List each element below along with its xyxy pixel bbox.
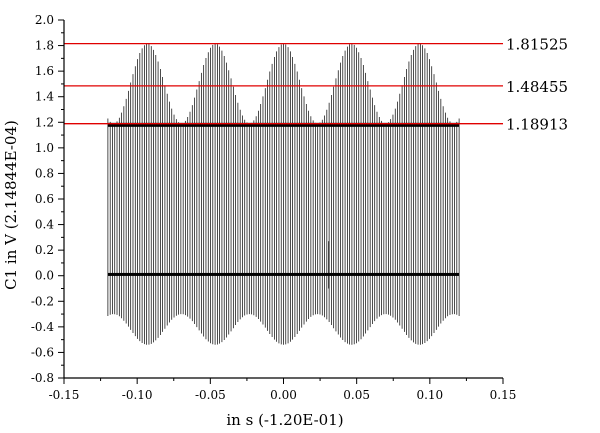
y-tick-label: 0.8 <box>35 166 54 180</box>
reference-line-label: 1.81525 <box>506 36 568 54</box>
y-tick-label: -0.4 <box>31 320 55 334</box>
x-tick-label: 0.10 <box>416 388 443 402</box>
baseline-band <box>107 272 460 276</box>
y-tick-label: 1.0 <box>35 141 54 155</box>
y-tick-label: 1.2 <box>35 115 54 129</box>
y-tick-label: 1.4 <box>35 90 54 104</box>
y-axis-title: C1 in V (2.14844E-04) <box>2 120 20 290</box>
y-tick-label: 1.8 <box>35 39 54 53</box>
x-tick-label: -0.10 <box>122 388 153 402</box>
y-tick-label: 2.0 <box>35 13 54 27</box>
x-axis-title: in s (-1.20E-01) <box>226 411 343 429</box>
y-tick-label: 0.6 <box>35 192 54 206</box>
y-tick-label: -0.8 <box>31 371 54 385</box>
reference-line-label: 1.48455 <box>506 78 568 96</box>
waveform-signal <box>107 43 460 345</box>
x-tick-label: -0.05 <box>195 388 226 402</box>
y-tick-label: -0.2 <box>31 294 54 308</box>
x-axis-ticks: -0.15 -0.10 -0.05 0.00 0.05 0.10 0.15 <box>49 378 517 402</box>
y-tick-label: 0.2 <box>35 243 54 257</box>
y-tick-label: -0.6 <box>31 345 54 359</box>
y-tick-label: 1.6 <box>35 64 54 78</box>
y-tick-label: 0.0 <box>35 269 54 283</box>
x-tick-label: 0.00 <box>270 388 297 402</box>
reference-line-label: 1.18913 <box>506 116 568 134</box>
plateau-band <box>107 122 460 127</box>
reference-lines: 1.81525 1.48455 1.18913 <box>64 36 568 134</box>
y-axis-ticks: -0.8 -0.6 -0.4 -0.2 0.0 0.2 0.4 0.6 0.8 1.0 1.2 1.4… <box>31 13 64 385</box>
x-tick-label: 0.15 <box>490 388 517 402</box>
x-tick-label: 0.05 <box>343 388 370 402</box>
x-tick-label: -0.15 <box>49 388 80 402</box>
y-tick-label: 0.4 <box>35 218 54 232</box>
